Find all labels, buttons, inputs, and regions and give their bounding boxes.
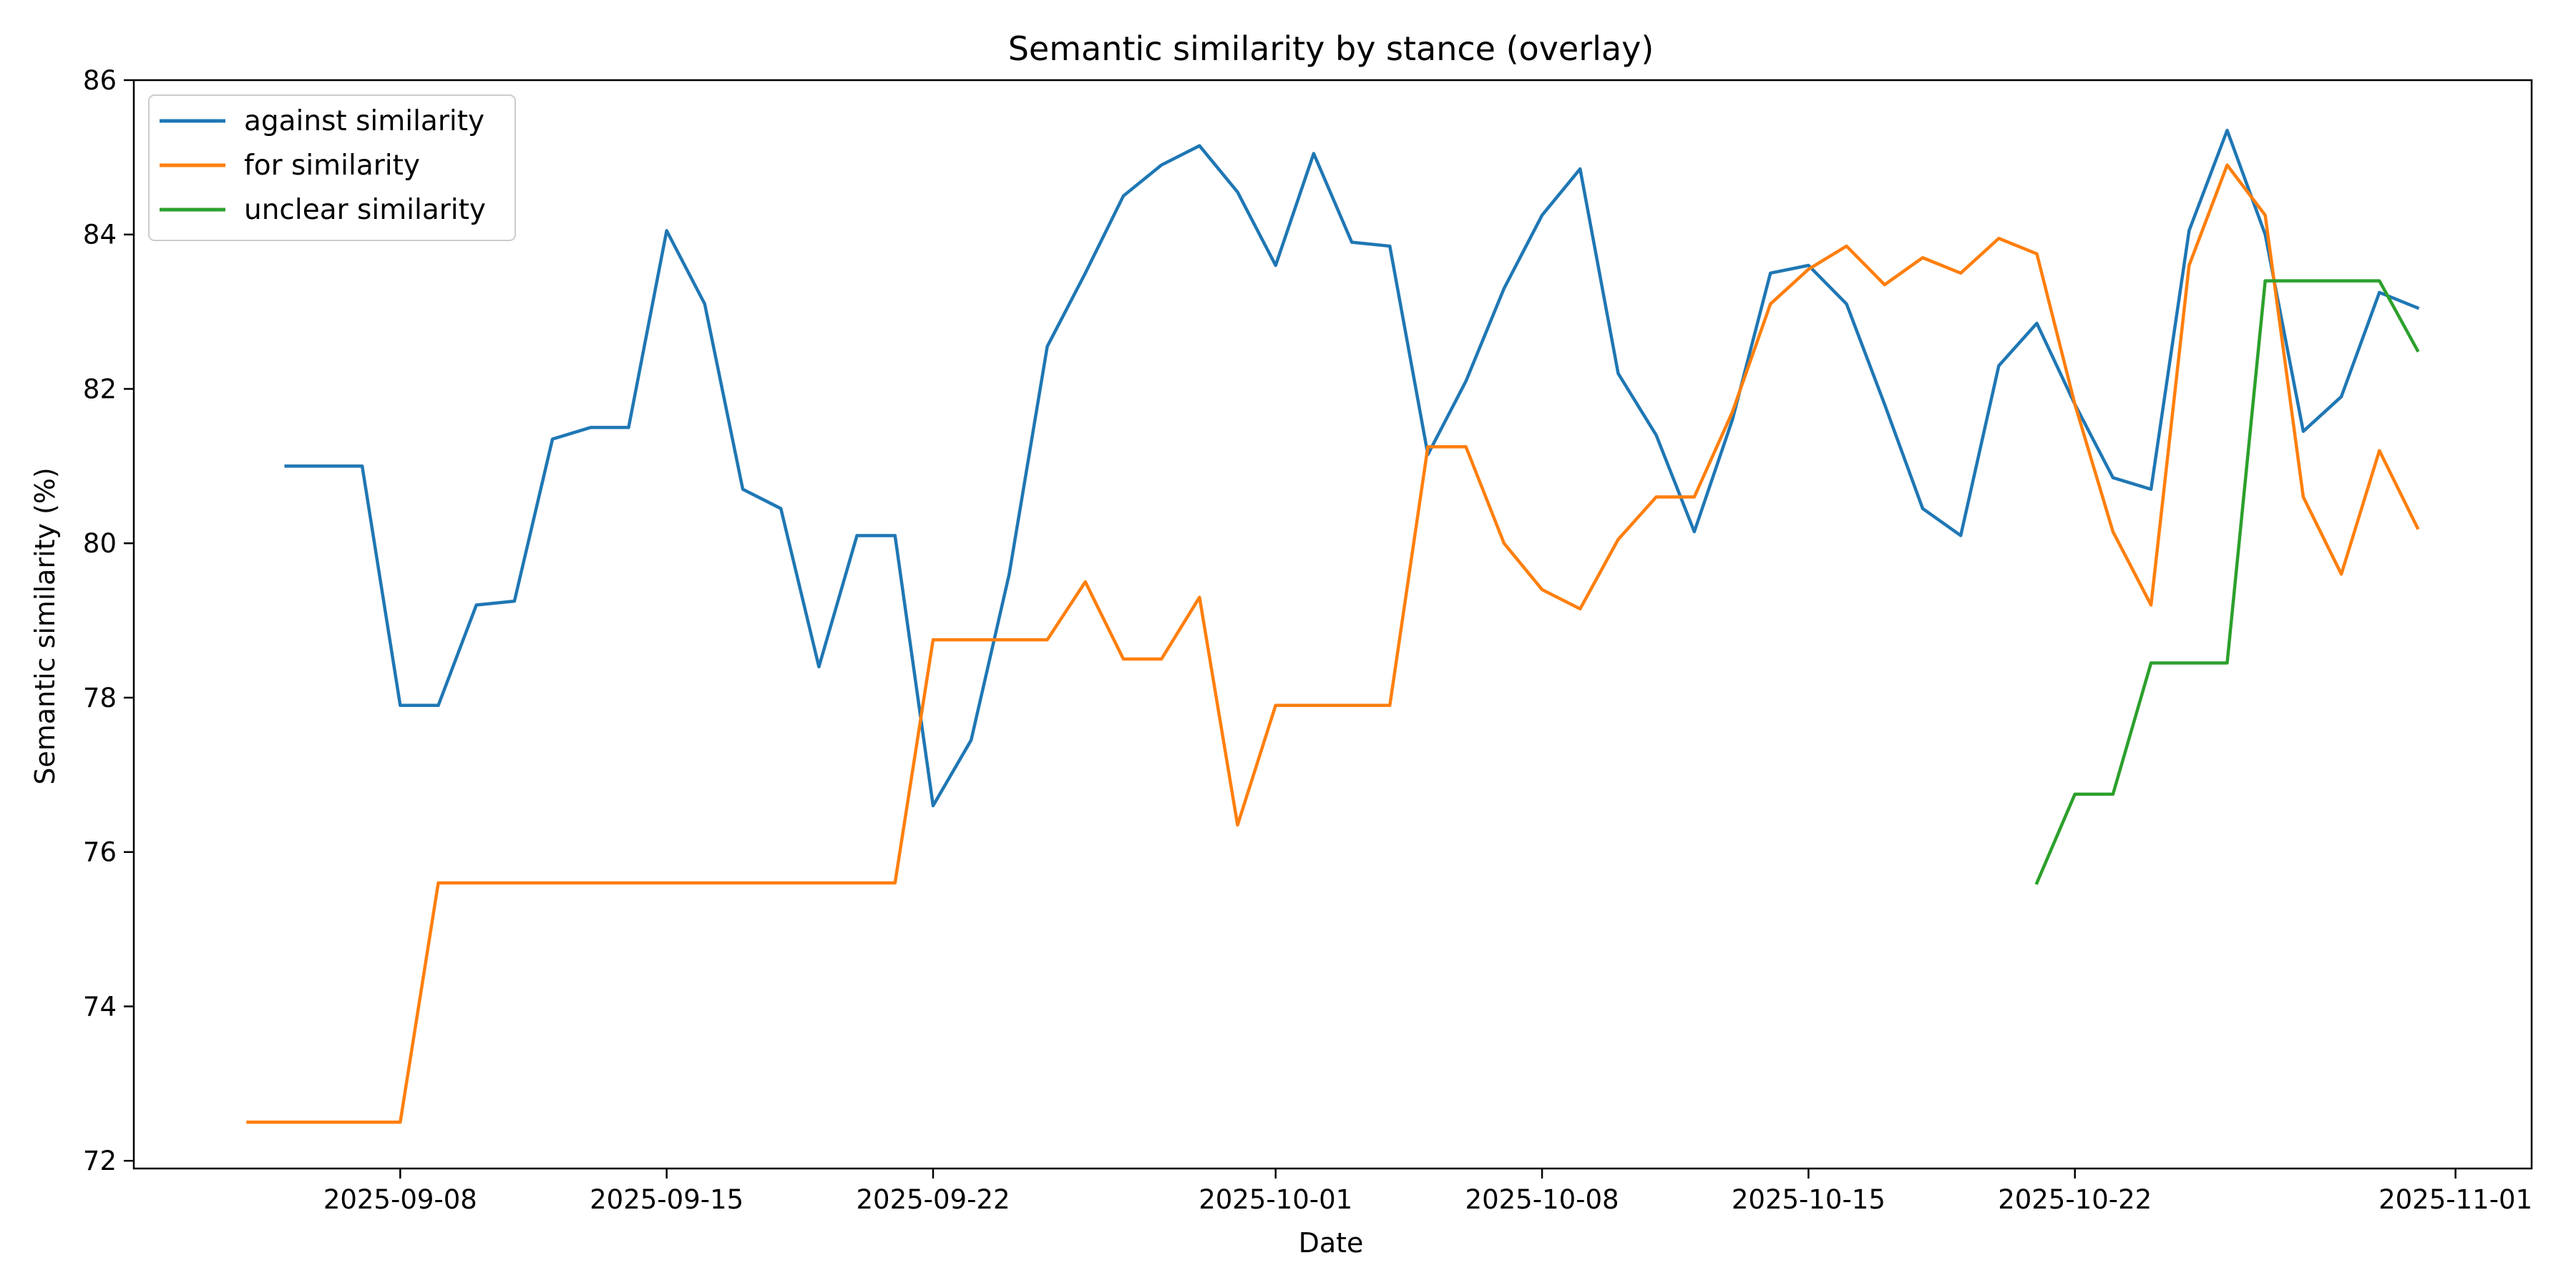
- series-line-for: [246, 163, 2420, 1124]
- x-tick-label: 2025-09-22: [856, 1184, 1010, 1215]
- legend-label-for: for similarity: [244, 150, 420, 182]
- tick-layer: 72 74 76 78 80 82 84 86 2025-09-08 2025-09-15 2025…: [83, 65, 2532, 1215]
- x-tick-label: 2025-11-01: [2379, 1184, 2532, 1215]
- legend-box: [148, 94, 516, 241]
- x-axis-label: Date: [1299, 1227, 1364, 1259]
- y-tick-label: 72: [83, 1146, 117, 1176]
- x-tick-label: 2025-10-22: [1998, 1184, 2152, 1215]
- y-tick-label: 74: [83, 991, 117, 1022]
- plot-frame: [132, 79, 2533, 1170]
- plot-content: [246, 128, 2420, 1124]
- legend-label-against: against similarity: [244, 105, 484, 137]
- y-tick-label: 76: [83, 837, 117, 868]
- y-tick-label: 84: [83, 220, 117, 250]
- y-tick-label: 82: [83, 374, 117, 404]
- x-tick-label: 2025-10-15: [1732, 1184, 1885, 1215]
- x-tick-label: 2025-09-15: [590, 1184, 743, 1215]
- series-line-against: [284, 128, 2420, 808]
- x-tick-label: 2025-09-08: [323, 1184, 477, 1215]
- legend: against similarity for similarity unclea…: [148, 94, 516, 241]
- chart-title: Semantic similarity by stance (overlay): [1008, 29, 1654, 68]
- y-tick-label: 78: [83, 683, 117, 713]
- y-tick-label: 80: [83, 528, 117, 559]
- x-tick-label: 2025-10-01: [1199, 1184, 1352, 1215]
- y-axis-label: Semantic similarity (%): [29, 467, 61, 785]
- y-tick-label: 86: [83, 65, 117, 96]
- legend-label-unclear: unclear similarity: [244, 194, 486, 226]
- series-line-unclear: [2034, 279, 2420, 885]
- x-tick-label: 2025-10-08: [1465, 1184, 1619, 1215]
